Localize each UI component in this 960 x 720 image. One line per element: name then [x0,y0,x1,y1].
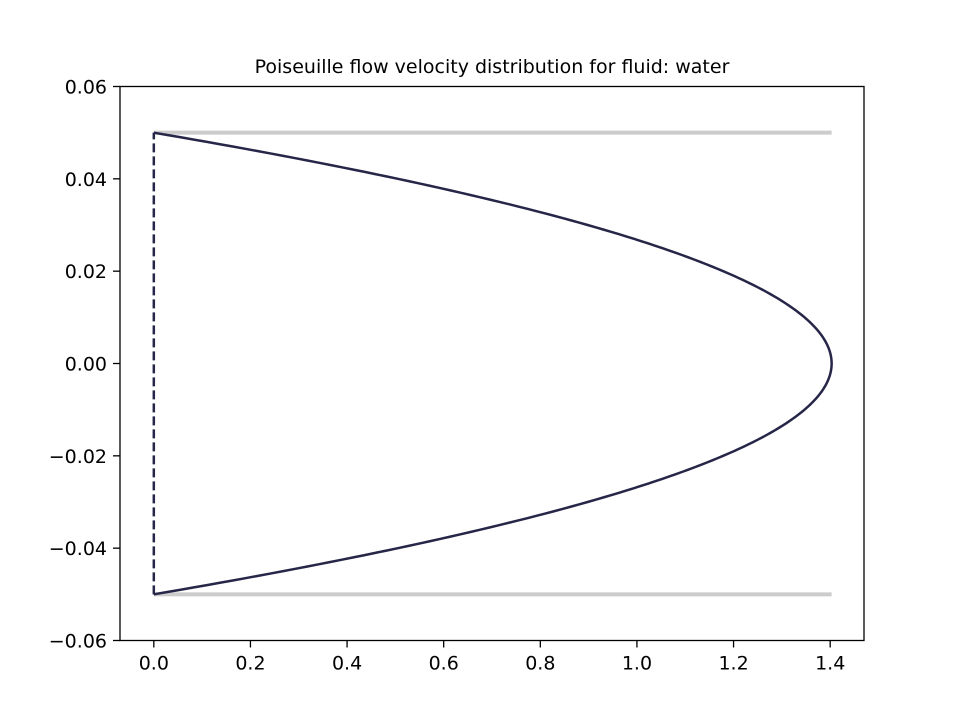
y-tick-label: −0.06 [49,631,107,653]
y-tick-label: 0.00 [65,354,107,376]
y-tick-label: 0.06 [65,77,107,99]
x-tick-label: 0.2 [235,653,265,675]
y-axis: −0.06 −0.04 −0.02 0.00 0.02 0.04 0.06 [49,77,120,653]
x-tick-label: 1.2 [718,653,748,675]
y-tick-label: −0.02 [49,446,107,468]
y-tick-label: −0.04 [49,538,107,560]
series-layer [152,130,833,597]
x-tick-label: 0.8 [525,653,555,675]
x-tick-label: 1.0 [622,653,652,675]
y-tick-label: 0.04 [65,169,107,191]
x-tick-label: 0.0 [139,653,169,675]
x-tick-label: 1.4 [815,653,845,675]
plot-frame [119,85,865,642]
velocity-profile-line [153,131,833,596]
y-tick-label: 0.02 [65,261,107,283]
x-axis: 0.0 0.2 0.4 0.6 0.8 1.0 1.2 1.4 [139,640,845,675]
chart-title: Poiseuille flow velocity distribution fo… [255,56,730,78]
x-tick-label: 0.4 [332,653,362,675]
x-tick-label: 0.6 [429,653,459,675]
